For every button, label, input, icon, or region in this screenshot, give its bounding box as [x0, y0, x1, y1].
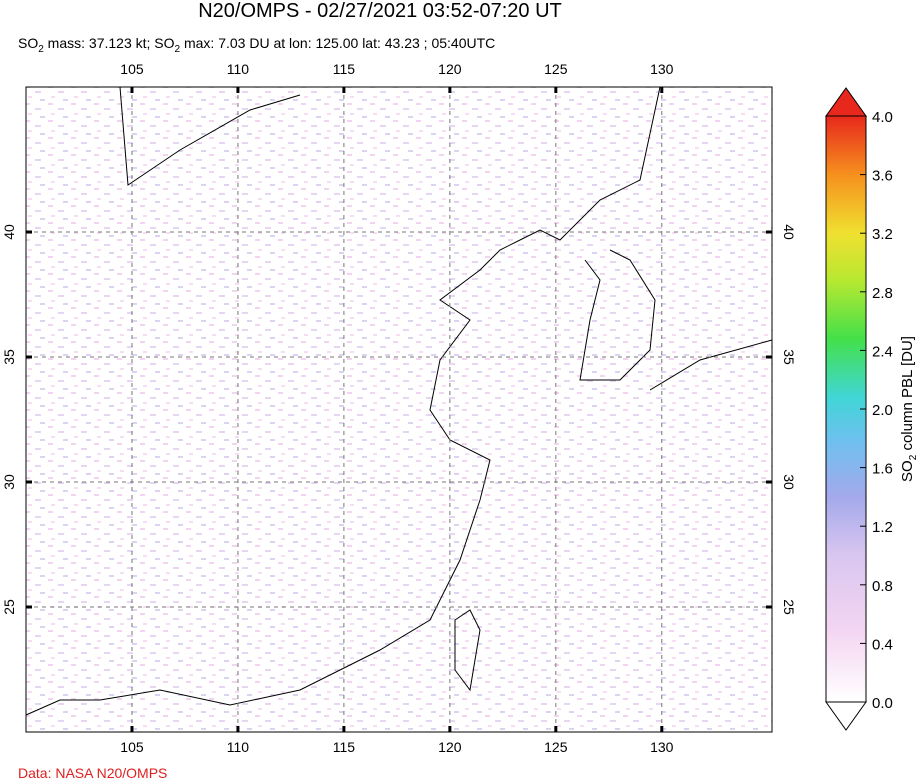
lon-label-top: 125 [544, 61, 568, 77]
colorbar: SO2 column PBL [DU] 0.0 0.4 0.8 1.2 1.6 2.0 2.… [825, 87, 919, 731]
lon-label-top: 105 [120, 61, 144, 77]
subtitle-sub: 2 [38, 44, 44, 55]
lon-label-bottom: 130 [650, 739, 674, 755]
colorbar-tick-label: 0.0 [872, 695, 893, 712]
map [25, 86, 773, 733]
colorbar-label: SO2 column PBL [DU] [899, 336, 919, 482]
lat-label-left: 40 [1, 224, 17, 240]
subtitle-part: SO [18, 35, 38, 51]
lat-label-right: 40 [781, 224, 797, 240]
colorbar-max-arrow [825, 87, 867, 117]
coastline [25, 86, 773, 716]
colorbar-label-sub: 2 [908, 454, 919, 460]
lon-label-top: 115 [333, 61, 356, 77]
colorbar-gradient [825, 115, 867, 703]
lon-label-bottom: 120 [438, 739, 462, 755]
colorbar-tick-label: 3.6 [872, 168, 893, 185]
lon-label-top: 120 [438, 61, 462, 77]
colorbar-tick-label: 2.8 [872, 285, 893, 302]
colorbar-label-part: SO [899, 460, 916, 482]
colorbar-tick-label: 3.2 [872, 226, 893, 243]
colorbar-tick-label: 0.4 [872, 636, 893, 653]
lon-label-bottom: 115 [333, 739, 356, 755]
colorbar-tick-label: 0.8 [872, 578, 893, 595]
lat-label-left: 30 [1, 474, 17, 490]
lon-label-top: 130 [650, 61, 674, 77]
colorbar-tick-label: 1.2 [872, 519, 893, 536]
title: N20/OMPS - 02/27/2021 03:52-07:20 UT [198, 0, 562, 22]
subtitle-part: max: 7.03 DU at lon: 125.00 lat: 43.23 ;… [180, 35, 495, 51]
colorbar-tick-label: 4.0 [872, 109, 893, 126]
lat-label-right: 25 [781, 599, 797, 615]
map-frame [25, 86, 773, 733]
credit: Data: NASA N20/OMPS [18, 765, 167, 781]
colorbar-tick-label: 1.6 [872, 461, 893, 478]
lat-label-left: 35 [1, 349, 17, 365]
map-background [26, 87, 772, 732]
lat-label-left: 25 [1, 599, 17, 615]
lat-label-right: 30 [781, 474, 797, 490]
subtitle-sub: 2 [175, 44, 181, 55]
subtitle-part: mass: 37.123 kt; SO [44, 35, 175, 51]
colorbar-tick-label: 2.0 [872, 402, 893, 419]
colorbar-tick-label: 2.4 [872, 343, 893, 360]
lon-label-bottom: 105 [120, 739, 144, 755]
lon-label-top: 110 [227, 61, 250, 77]
lon-label-bottom: 125 [544, 739, 568, 755]
colorbar-label-part: column PBL [DU] [899, 336, 916, 455]
colorbar-min-arrow [825, 701, 867, 731]
lon-label-bottom: 110 [227, 739, 250, 755]
subtitle: SO2 mass: 37.123 kt; SO2 max: 7.03 DU at… [18, 35, 495, 55]
lat-label-right: 35 [781, 349, 797, 365]
